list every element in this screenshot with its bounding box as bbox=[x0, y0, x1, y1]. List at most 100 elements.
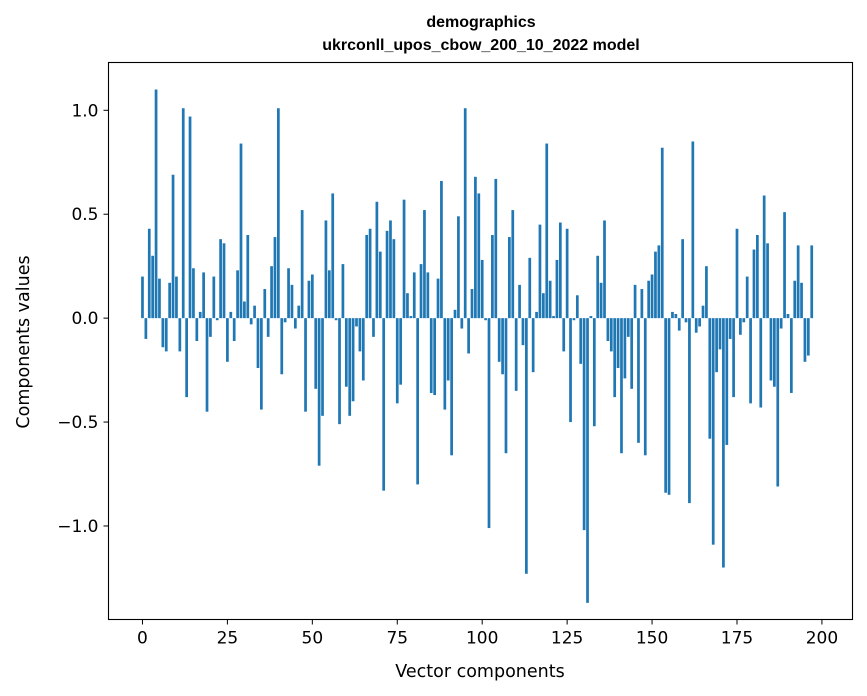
bar-193 bbox=[796, 245, 800, 319]
bar-130 bbox=[582, 318, 586, 531]
bar-29 bbox=[239, 143, 243, 319]
bar-136 bbox=[603, 220, 606, 319]
bar-36 bbox=[263, 289, 267, 319]
bar-108 bbox=[508, 237, 511, 319]
bar-84 bbox=[426, 272, 430, 319]
bar-144 bbox=[630, 318, 634, 389]
bar-155 bbox=[667, 318, 671, 495]
bar-135 bbox=[599, 282, 603, 319]
bar-42 bbox=[283, 318, 287, 323]
bar-82 bbox=[419, 264, 423, 319]
bar-46 bbox=[297, 305, 301, 319]
bar-93 bbox=[457, 216, 460, 319]
bar-11 bbox=[178, 318, 182, 352]
plot-frame bbox=[107, 61, 854, 621]
bar-118 bbox=[541, 293, 545, 319]
x-axis-label: Vector components bbox=[395, 662, 564, 682]
x-tick-label: 150 bbox=[636, 629, 668, 649]
x-tick-label: 50 bbox=[302, 629, 324, 649]
bar-67 bbox=[368, 228, 372, 319]
bar-1 bbox=[144, 318, 148, 339]
bar-41 bbox=[280, 318, 284, 375]
bar-151 bbox=[654, 251, 657, 319]
bar-31 bbox=[246, 235, 250, 319]
bar-88 bbox=[440, 180, 443, 319]
bar-101 bbox=[484, 318, 487, 321]
bar-75 bbox=[395, 318, 399, 404]
bar-109 bbox=[511, 210, 515, 319]
bar-39 bbox=[273, 237, 277, 319]
bar-103 bbox=[491, 235, 494, 319]
bar-183 bbox=[762, 195, 766, 319]
bar-179 bbox=[749, 318, 752, 404]
bar-125 bbox=[565, 228, 569, 319]
bar-134 bbox=[596, 255, 600, 319]
chart-subtitle: ukrconll_upos_cbow_200_10_2022 model bbox=[322, 37, 639, 54]
bar-97 bbox=[470, 289, 474, 319]
bar-3 bbox=[151, 255, 155, 319]
bar-158 bbox=[677, 318, 681, 331]
bar-152 bbox=[657, 245, 661, 319]
bar-145 bbox=[633, 284, 637, 319]
bar-22 bbox=[215, 318, 219, 321]
bar-4 bbox=[154, 89, 158, 319]
bar-54 bbox=[324, 220, 328, 319]
bar-40 bbox=[277, 108, 280, 319]
bar-175 bbox=[735, 228, 739, 319]
bar-65 bbox=[361, 318, 365, 381]
bar-7 bbox=[164, 318, 168, 352]
bar-16 bbox=[195, 318, 199, 341]
bar-182 bbox=[759, 318, 763, 408]
bar-85 bbox=[429, 318, 433, 393]
bar-115 bbox=[531, 318, 535, 373]
bar-170 bbox=[718, 318, 722, 350]
bar-80 bbox=[412, 272, 416, 319]
bar-33 bbox=[253, 305, 256, 319]
bar-58 bbox=[338, 318, 341, 425]
bar-57 bbox=[334, 318, 338, 321]
bar-27 bbox=[232, 318, 236, 341]
bar-66 bbox=[365, 235, 369, 319]
bar-14 bbox=[188, 116, 192, 319]
bar-12 bbox=[181, 108, 185, 319]
bar-197 bbox=[810, 245, 814, 319]
bar-117 bbox=[538, 224, 542, 319]
bar-165 bbox=[701, 305, 705, 319]
bar-52 bbox=[317, 318, 321, 466]
bar-5 bbox=[158, 278, 161, 319]
bar-141 bbox=[620, 318, 623, 454]
bar-132 bbox=[589, 316, 593, 319]
bar-123 bbox=[558, 222, 562, 319]
bar-184 bbox=[766, 243, 769, 319]
bar-168 bbox=[711, 318, 715, 545]
bar-49 bbox=[307, 280, 311, 319]
bar-119 bbox=[545, 143, 549, 319]
bar-55 bbox=[327, 270, 331, 319]
bar-140 bbox=[616, 318, 620, 369]
bar-87 bbox=[436, 278, 440, 319]
bar-68 bbox=[372, 318, 375, 337]
x-tick-label: 25 bbox=[217, 629, 239, 649]
x-axis-ticks: 0 25 50 75 100 125 150 175 200 bbox=[137, 619, 838, 649]
bar-76 bbox=[399, 318, 403, 385]
bar-43 bbox=[287, 268, 290, 319]
bar-126 bbox=[569, 318, 572, 423]
bar-79 bbox=[409, 316, 413, 319]
bar-195 bbox=[803, 318, 807, 362]
bar-124 bbox=[562, 318, 566, 352]
bar-188 bbox=[779, 318, 783, 329]
bar-153 bbox=[660, 147, 664, 319]
bar-77 bbox=[402, 199, 406, 319]
bar-47 bbox=[300, 210, 304, 319]
bar-35 bbox=[260, 318, 263, 410]
y-axis-label: Components values bbox=[14, 255, 34, 428]
bar-69 bbox=[375, 201, 379, 319]
bar-138 bbox=[609, 318, 613, 352]
bar-131 bbox=[586, 318, 589, 603]
bar-105 bbox=[497, 318, 501, 362]
bar-143 bbox=[626, 318, 630, 337]
bar-160 bbox=[684, 318, 688, 323]
bar-37 bbox=[266, 318, 270, 337]
bar-107 bbox=[504, 318, 508, 454]
bar-167 bbox=[708, 318, 712, 439]
